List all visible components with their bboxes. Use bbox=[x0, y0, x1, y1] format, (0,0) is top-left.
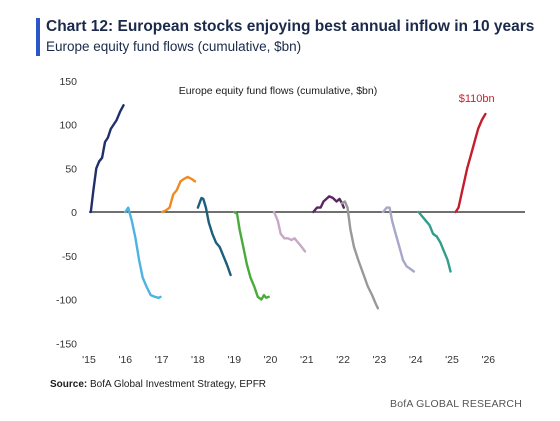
x-tick-label: '20 bbox=[264, 354, 278, 366]
series-line-4 bbox=[196, 196, 232, 277]
x-tick-label: '16 bbox=[118, 354, 132, 366]
y-tick-label: 50 bbox=[65, 163, 77, 175]
x-tick-label: '24 bbox=[409, 354, 423, 366]
series-line-5 bbox=[232, 210, 270, 301]
series-line-7 bbox=[312, 195, 345, 214]
x-tick-label: '17 bbox=[155, 354, 169, 366]
x-tick-label: '15 bbox=[82, 354, 96, 366]
y-tick-label: 150 bbox=[59, 76, 77, 88]
source-label: Source: bbox=[50, 379, 88, 390]
brand-label: BofA GLOBAL RESEARCH bbox=[390, 398, 522, 410]
y-tick-label: 0 bbox=[71, 207, 77, 219]
x-tick-label: '22 bbox=[336, 354, 350, 366]
chart-title: Chart 12: European stocks enjoying best … bbox=[46, 18, 535, 35]
y-axis-ticks: 150 100 50 0 -50 -100 -150 bbox=[56, 76, 77, 351]
x-tick-label: '26 bbox=[481, 354, 495, 366]
x-tick-label: '21 bbox=[300, 354, 314, 366]
series-layer bbox=[89, 104, 487, 310]
title-accent-bar bbox=[36, 18, 40, 56]
series-line-1 bbox=[89, 104, 125, 214]
x-tick-label: '18 bbox=[191, 354, 205, 366]
source-text: BofA Global Investment Strategy, EPFR bbox=[90, 379, 267, 390]
series-line-2 bbox=[124, 206, 162, 299]
series-line-3 bbox=[161, 175, 197, 214]
y-tick-label: 100 bbox=[59, 120, 77, 132]
series-line-10 bbox=[417, 210, 452, 273]
plot-inner-title: Europe equity fund flows (cumulative, $b… bbox=[179, 85, 377, 97]
x-tick-label: '19 bbox=[227, 354, 241, 366]
series-line-6 bbox=[272, 210, 307, 253]
series-line-8 bbox=[340, 200, 380, 310]
latest-value-annotation: $110bn bbox=[459, 93, 495, 105]
chart-subtitle: Europe equity fund flows (cumulative, $b… bbox=[46, 39, 302, 54]
y-tick-label: -150 bbox=[56, 338, 77, 350]
x-tick-label: '23 bbox=[373, 354, 387, 366]
series-line-11 bbox=[454, 112, 487, 214]
x-tick-label: '25 bbox=[445, 354, 459, 366]
x-axis-ticks: '15 '16 '17 '18 '19 '20 '21 '22 '23 '24 '25 '26 bbox=[82, 354, 495, 366]
source-note: Source: BofA Global Investment Strategy,… bbox=[50, 379, 266, 390]
y-tick-label: -50 bbox=[62, 251, 77, 263]
y-tick-label: -100 bbox=[56, 295, 77, 307]
series-line-9 bbox=[381, 206, 416, 273]
